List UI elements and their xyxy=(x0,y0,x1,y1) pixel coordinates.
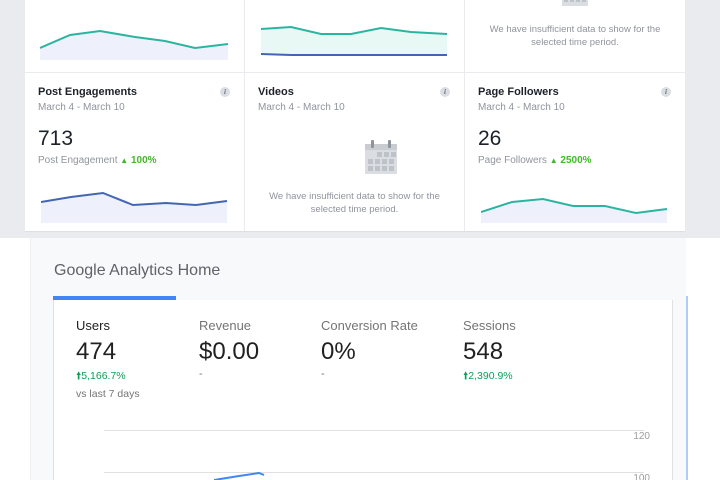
metric-change: - xyxy=(199,368,203,380)
arrow-up-icon: 🠙 xyxy=(76,370,82,382)
metric-label: Revenue xyxy=(199,318,252,333)
sparkline-chart xyxy=(40,29,229,60)
info-icon[interactable]: i xyxy=(220,87,230,97)
metric-label: Conversion Rate xyxy=(321,318,418,333)
arrow-up-icon: 🠙 xyxy=(463,370,469,382)
insight-card-top-3[interactable]: We have insufficient data to show for th… xyxy=(465,0,685,72)
change-percent: 2500% xyxy=(560,155,592,166)
sparkline-chart xyxy=(41,191,228,223)
videos-card[interactable]: Videos March 4 - March 10 i We have insu… xyxy=(245,73,465,231)
post-engagements-card[interactable]: Post Engagements March 4 - March 10 i 71… xyxy=(25,73,245,231)
metric-value: 548 xyxy=(463,338,504,365)
metric-label: Sessions xyxy=(463,318,516,333)
sparkline-chart xyxy=(481,197,668,223)
calendar-icon xyxy=(365,140,397,174)
metric-tab-revenue[interactable]: Revenue $0.00 - xyxy=(199,318,259,380)
metric-value: 0% xyxy=(321,338,356,365)
comparison-note: vs last 7 days xyxy=(76,388,140,400)
metric-label: Users xyxy=(76,318,110,333)
metric-subline: Page Followers ▲ 2500% xyxy=(478,155,592,166)
metric-change: 2,390.9% xyxy=(468,370,513,382)
triangle-up-icon: ▲ xyxy=(549,156,558,165)
users-line-chart xyxy=(214,472,265,480)
empty-message: selected time period. xyxy=(531,37,619,48)
sparkline-chart xyxy=(261,25,448,56)
card-date-range: March 4 - March 10 xyxy=(478,102,565,113)
card-date-range: March 4 - March 10 xyxy=(38,102,125,113)
metric-value: 26 xyxy=(478,127,502,150)
metric-change: - xyxy=(321,368,325,380)
metric-subline: Post Engagement ▲ 100% xyxy=(38,155,157,166)
metric-tab-conversion-rate[interactable]: Conversion Rate 0% - xyxy=(321,318,418,380)
metric-value: $0.00 xyxy=(199,338,260,365)
insight-card-top-1[interactable] xyxy=(25,0,245,72)
empty-message: selected time period. xyxy=(310,204,399,215)
triangle-up-icon: ▲ xyxy=(120,156,129,165)
chart-gridline xyxy=(104,430,644,431)
scrollbar[interactable] xyxy=(686,296,688,480)
metric-tab-sessions[interactable]: Sessions 548 🠙2,390.9% xyxy=(463,318,516,386)
page-followers-card[interactable]: Page Followers March 4 - March 10 i 26 P… xyxy=(465,73,685,231)
metrics-card: Users 474 🠙5,166.7% vs last 7 days Reven… xyxy=(53,300,673,480)
metric-label: Page Followers xyxy=(478,155,547,166)
row-divider xyxy=(25,72,685,73)
metric-value: 474 xyxy=(76,338,117,365)
card-title: Page Followers xyxy=(478,86,559,98)
google-analytics-section: Google Analytics Home Users 474 🠙5,166.7… xyxy=(30,238,686,480)
page-title: Google Analytics Home xyxy=(54,262,221,279)
metric-value: 713 xyxy=(38,127,74,150)
info-icon[interactable]: i xyxy=(440,87,450,97)
y-axis-tick: 100 xyxy=(633,473,650,480)
facebook-insights-section: We have insufficient data to show for th… xyxy=(0,0,720,238)
metric-tab-users[interactable]: Users 474 🠙5,166.7% vs last 7 days xyxy=(76,318,140,400)
active-tab-indicator xyxy=(53,296,176,300)
insights-grid: We have insufficient data to show for th… xyxy=(25,0,685,232)
empty-message: We have insufficient data to show for th… xyxy=(489,24,661,35)
change-percent: 100% xyxy=(130,155,157,166)
insight-card-top-2[interactable] xyxy=(245,0,465,72)
card-title: Post Engagements xyxy=(38,86,138,98)
y-axis-tick: 120 xyxy=(633,431,650,442)
info-icon[interactable]: i xyxy=(661,87,671,97)
chart-gridline xyxy=(104,472,644,473)
card-title: Videos xyxy=(258,86,294,98)
card-date-range: March 4 - March 10 xyxy=(258,102,345,113)
metric-change: 5,166.7% xyxy=(81,370,126,382)
empty-message: We have insufficient data to show for th… xyxy=(269,191,440,202)
calendar-icon xyxy=(562,0,588,6)
metric-label: Post Engagement xyxy=(38,155,118,166)
